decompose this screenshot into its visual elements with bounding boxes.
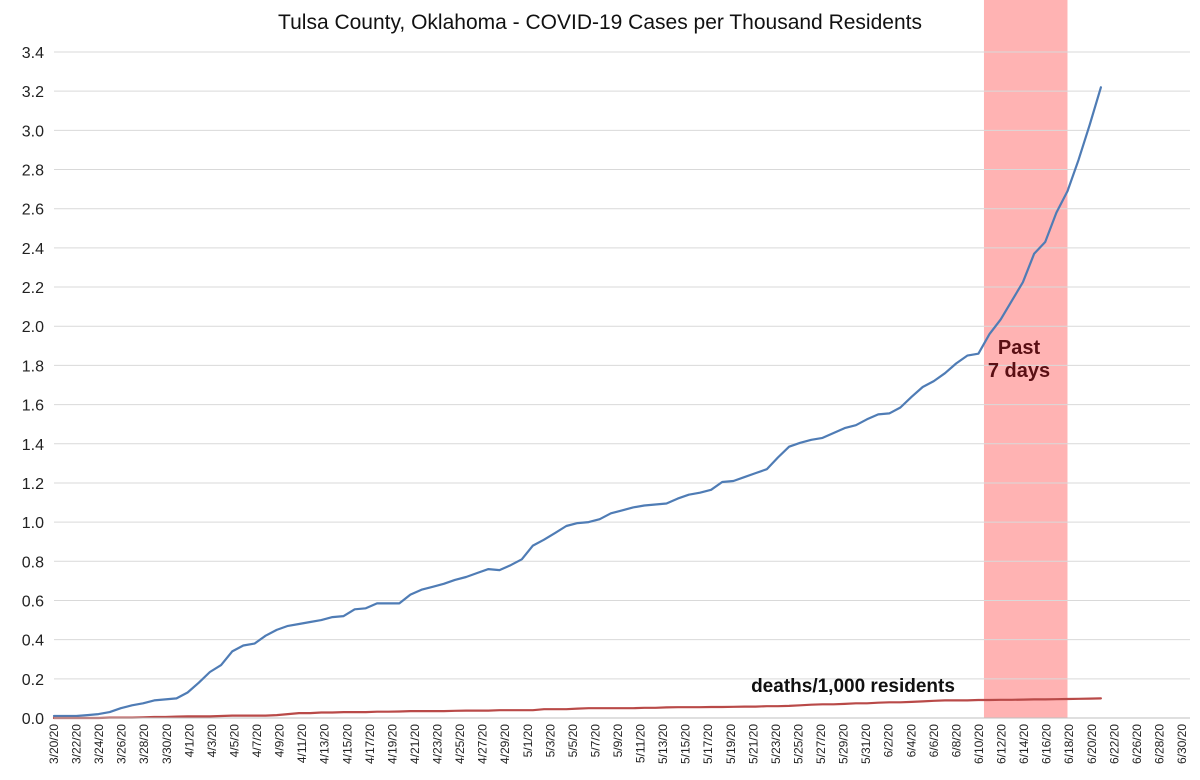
x-tick-label: 5/27/20 [814,724,828,764]
x-tick-label: 4/17/20 [363,724,377,764]
x-tick-label: 6/6/20 [927,724,941,758]
y-tick-label: 1.0 [22,515,44,532]
deaths-series-line [52,697,1103,720]
x-tick-label: 4/11/20 [295,724,309,763]
x-tick-label: 6/30/20 [1175,724,1189,764]
y-tick-label: 2.2 [22,280,44,297]
y-tick-label: 2.6 [22,202,44,219]
x-tick-label: 6/10/20 [972,724,986,764]
x-tick-label: 3/24/20 [92,724,106,764]
y-tick-label: 2.0 [22,319,44,336]
gridlines [54,51,1190,680]
y-tick-label: 1.8 [22,358,44,375]
deaths-series-label: deaths/1,000 residents [751,676,955,697]
x-tick-label: 5/19/20 [724,724,738,764]
x-tick-label: 4/9/20 [273,724,287,758]
x-tick-label: 6/18/20 [1062,724,1076,764]
x-tick-label: 5/7/20 [588,724,602,758]
highlight-label-line2: 7 days [988,360,1050,382]
x-tick-label: 3/26/20 [115,724,129,764]
x-tick-label: 3/20/20 [47,724,61,764]
x-tick-label: 4/1/20 [182,724,196,758]
x-tick-label: 4/7/20 [250,724,264,758]
y-tick-label: 2.8 [22,163,44,180]
y-tick-label: 3.0 [22,123,44,140]
x-tick-label: 6/12/20 [995,724,1009,764]
x-tick-label: 4/27/20 [476,724,490,764]
x-tick-label: 4/29/20 [498,724,512,764]
highlight-label-line1: Past [998,337,1041,359]
x-tick-label: 6/22/20 [1107,724,1121,764]
axes: 0.0 0.2 0.4 0.6 0.8 1.0 1.2 1.4 1.6 1.8 2.0 2.2 2.4 2… [22,45,1190,764]
x-tick-label: 5/23/20 [769,724,783,764]
y-tick-label: 1.6 [22,398,44,415]
x-tick-label: 4/3/20 [205,724,219,758]
x-tick-label: 6/4/20 [904,724,918,758]
x-tick-label: 5/15/20 [679,724,693,764]
y-tick-label: 0.6 [22,593,44,610]
x-tick-label: 4/5/20 [227,724,241,758]
x-tick-label: 5/17/20 [701,724,715,764]
x-tick-label: 6/28/20 [1152,724,1166,764]
x-tick-label: 5/11/20 [634,724,648,763]
y-tick-label: 1.4 [22,437,44,454]
x-tick-label: 5/1/20 [521,724,535,758]
x-tick-label: 6/8/20 [949,724,963,758]
x-tick-label: 4/25/20 [453,724,467,764]
y-tick-label: 2.4 [22,241,44,258]
y-tick-label: 3.4 [22,45,44,62]
x-tick-label: 4/13/20 [318,724,332,764]
x-tick-label: 6/14/20 [1017,724,1031,764]
y-tick-label: 0.0 [22,711,44,728]
x-tick-label: 4/15/20 [340,724,354,764]
x-tick-label: 5/31/20 [859,724,873,764]
y-tick-label: 0.4 [22,633,44,650]
x-tick-label: 3/30/20 [160,724,174,764]
x-tick-label: 5/5/20 [566,724,580,758]
x-tick-label: 4/19/20 [385,724,399,764]
y-tick-label: 0.2 [22,672,44,689]
cases-series-line [52,86,1103,718]
y-tick-label: 1.2 [22,476,44,493]
x-tick-label: 6/2/20 [882,724,896,758]
y-tick-label: 0.8 [22,554,44,571]
x-tick-label: 5/29/20 [837,724,851,764]
x-tick-label: 5/21/20 [746,724,760,764]
x-tick-label: 6/20/20 [1085,724,1099,764]
x-tick-label: 6/16/20 [1040,724,1054,764]
x-tick-label: 4/21/20 [408,724,422,764]
x-tick-label: 4/23/20 [431,724,445,764]
x-tick-label: 5/13/20 [656,724,670,764]
x-tick-label: 6/26/20 [1130,724,1144,764]
x-tick-label: 5/3/20 [543,724,557,758]
chart-title: Tulsa County, Oklahoma - COVID-19 Cases … [278,11,922,34]
x-tick-label: 3/22/20 [70,724,84,764]
x-tick-label: 5/9/20 [611,724,625,758]
highlight-band [983,0,1068,718]
x-tick-label: 5/25/20 [791,724,805,764]
x-tick-label: 3/28/20 [137,724,151,764]
highlight-layer [983,0,1068,718]
y-tick-label: 3.2 [22,84,44,101]
series-layer [52,86,1103,720]
